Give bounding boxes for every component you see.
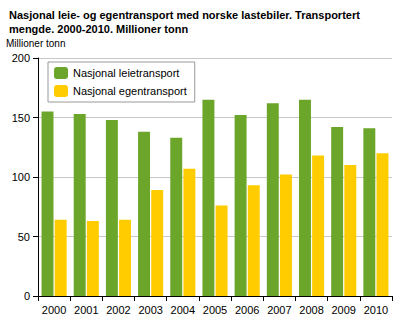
svg-text:mengde. 2000-2010. Millioner t: mengde. 2000-2010. Millioner tonn xyxy=(9,23,188,35)
svg-text:2003: 2003 xyxy=(138,304,162,316)
svg-text:2007: 2007 xyxy=(267,304,291,316)
svg-text:2001: 2001 xyxy=(74,304,98,316)
svg-text:Nasjonal egentransport: Nasjonal egentransport xyxy=(73,85,187,97)
svg-text:2010: 2010 xyxy=(364,304,388,316)
svg-text:100: 100 xyxy=(12,171,30,183)
svg-text:Nasjonal leietransport: Nasjonal leietransport xyxy=(73,67,179,79)
svg-text:2004: 2004 xyxy=(171,304,195,316)
svg-text:200: 200 xyxy=(12,52,30,64)
svg-text:2000: 2000 xyxy=(42,304,66,316)
svg-text:0: 0 xyxy=(24,290,30,302)
svg-text:50: 50 xyxy=(18,231,30,243)
svg-text:150: 150 xyxy=(12,112,30,124)
svg-text:2002: 2002 xyxy=(106,304,130,316)
svg-text:2008: 2008 xyxy=(299,304,323,316)
svg-text:Millioner tonn: Millioner tonn xyxy=(6,38,65,49)
svg-text:2009: 2009 xyxy=(331,304,355,316)
svg-text:Nasjonal leie- og egentranspor: Nasjonal leie- og egentransport med nors… xyxy=(9,9,363,21)
svg-text:2005: 2005 xyxy=(203,304,227,316)
svg-text:2006: 2006 xyxy=(235,304,259,316)
